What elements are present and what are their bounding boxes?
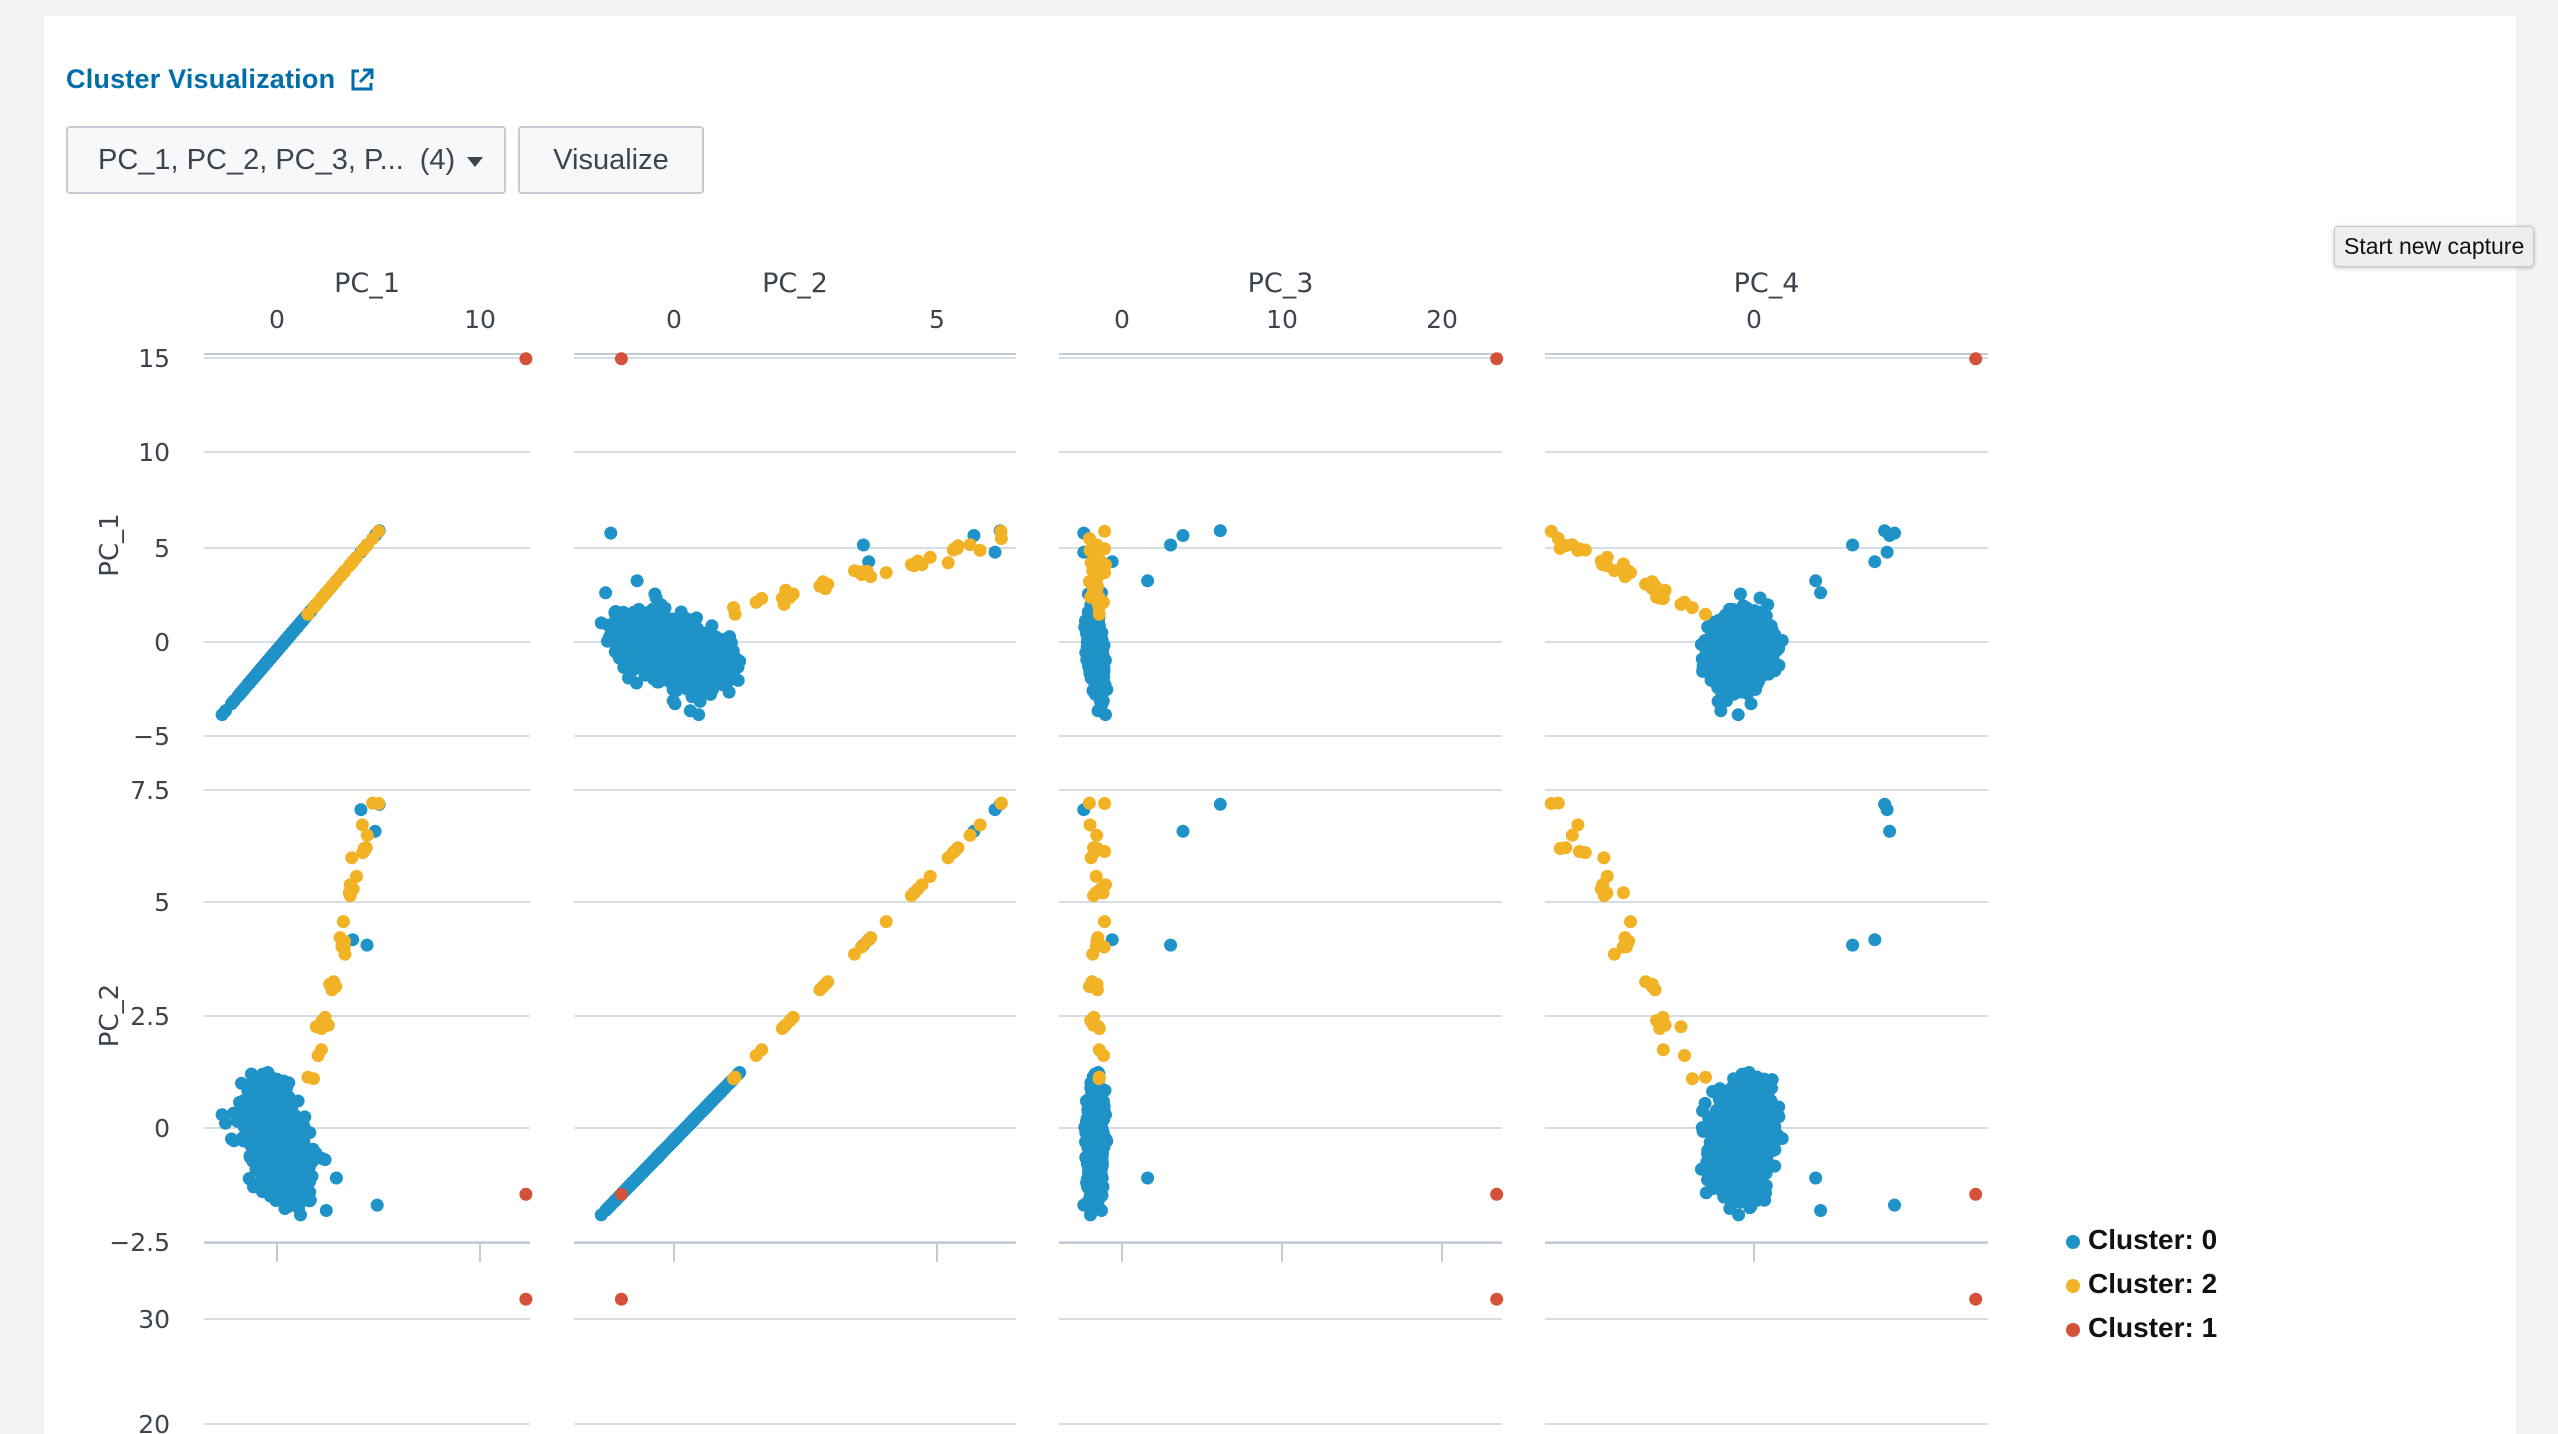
left-tick-label: 5 xyxy=(154,888,170,917)
data-point xyxy=(323,582,336,595)
data-point xyxy=(685,650,698,663)
left-tick-label: 10 xyxy=(138,438,170,467)
data-point xyxy=(630,677,643,690)
data-point xyxy=(880,566,893,579)
data-point xyxy=(372,525,385,538)
data-point xyxy=(989,546,1002,559)
row-label-pc_1: PC_1 xyxy=(95,513,125,576)
data-point xyxy=(595,616,608,629)
top-tick-label: 10 xyxy=(1266,305,1298,334)
row-label-pc_2: PC_2 xyxy=(95,984,125,1047)
top-tick-label: 10 xyxy=(464,305,496,334)
data-point xyxy=(237,683,250,696)
data-point xyxy=(1092,704,1105,717)
left-tick-label: 20 xyxy=(138,1410,170,1434)
left-tick-label: 0 xyxy=(154,1114,170,1143)
data-point xyxy=(519,352,532,365)
data-point xyxy=(656,621,669,634)
data-point xyxy=(942,556,955,569)
data-point xyxy=(266,650,279,663)
data-point xyxy=(924,551,937,564)
data-point xyxy=(995,525,1008,538)
top-tick-label: 0 xyxy=(1746,305,1762,334)
left-tick-label: 5 xyxy=(154,534,170,563)
top-tick-label: 20 xyxy=(1426,305,1458,334)
data-point xyxy=(729,651,742,664)
top-tick-label: 5 xyxy=(929,305,945,334)
data-point xyxy=(599,586,612,599)
data-point xyxy=(219,704,232,717)
data-point xyxy=(964,538,977,551)
data-point xyxy=(641,606,654,619)
data-point xyxy=(819,582,832,595)
data-point xyxy=(301,608,314,621)
column-header-pc_2: PC_2 xyxy=(762,268,828,299)
column-header-pc_4: PC_4 xyxy=(1734,268,1800,299)
data-point xyxy=(667,652,680,665)
data-point xyxy=(347,555,360,568)
data-point xyxy=(604,527,617,540)
left-tick-label: 0 xyxy=(154,628,170,657)
column-header-pc_1: PC_1 xyxy=(334,268,400,299)
left-tick-label: −2.5 xyxy=(109,1228,170,1257)
data-point xyxy=(855,565,868,578)
data-point xyxy=(716,637,729,650)
data-point xyxy=(609,608,622,621)
left-tick-label: 15 xyxy=(138,344,170,373)
data-point xyxy=(755,592,768,605)
top-tick-label: 0 xyxy=(666,305,682,334)
data-point xyxy=(677,624,690,637)
data-point xyxy=(911,555,924,568)
data-point xyxy=(615,352,628,365)
data-point xyxy=(655,598,668,611)
data-point xyxy=(626,638,639,651)
left-tick-label: 30 xyxy=(138,1305,170,1334)
data-point xyxy=(631,574,644,587)
data-point xyxy=(684,704,697,717)
data-point xyxy=(627,612,640,625)
data-point xyxy=(671,681,684,694)
top-tick-label: 0 xyxy=(1114,305,1130,334)
column-header-pc_3: PC_3 xyxy=(1248,268,1314,299)
data-point xyxy=(663,636,676,649)
data-point xyxy=(361,538,374,551)
data-point xyxy=(857,539,870,552)
data-point xyxy=(729,608,742,621)
data-point xyxy=(338,565,351,578)
data-point xyxy=(692,626,705,639)
data-point xyxy=(952,539,965,552)
data-point xyxy=(732,674,745,687)
left-tick-label: 2.5 xyxy=(130,1002,170,1031)
top-tick-label: 0 xyxy=(269,305,285,334)
data-point xyxy=(614,645,627,658)
data-point xyxy=(686,683,699,696)
left-tick-label: −5 xyxy=(133,722,170,751)
data-point xyxy=(603,630,616,643)
data-point xyxy=(776,592,789,605)
left-tick-label: 7.5 xyxy=(130,776,170,805)
